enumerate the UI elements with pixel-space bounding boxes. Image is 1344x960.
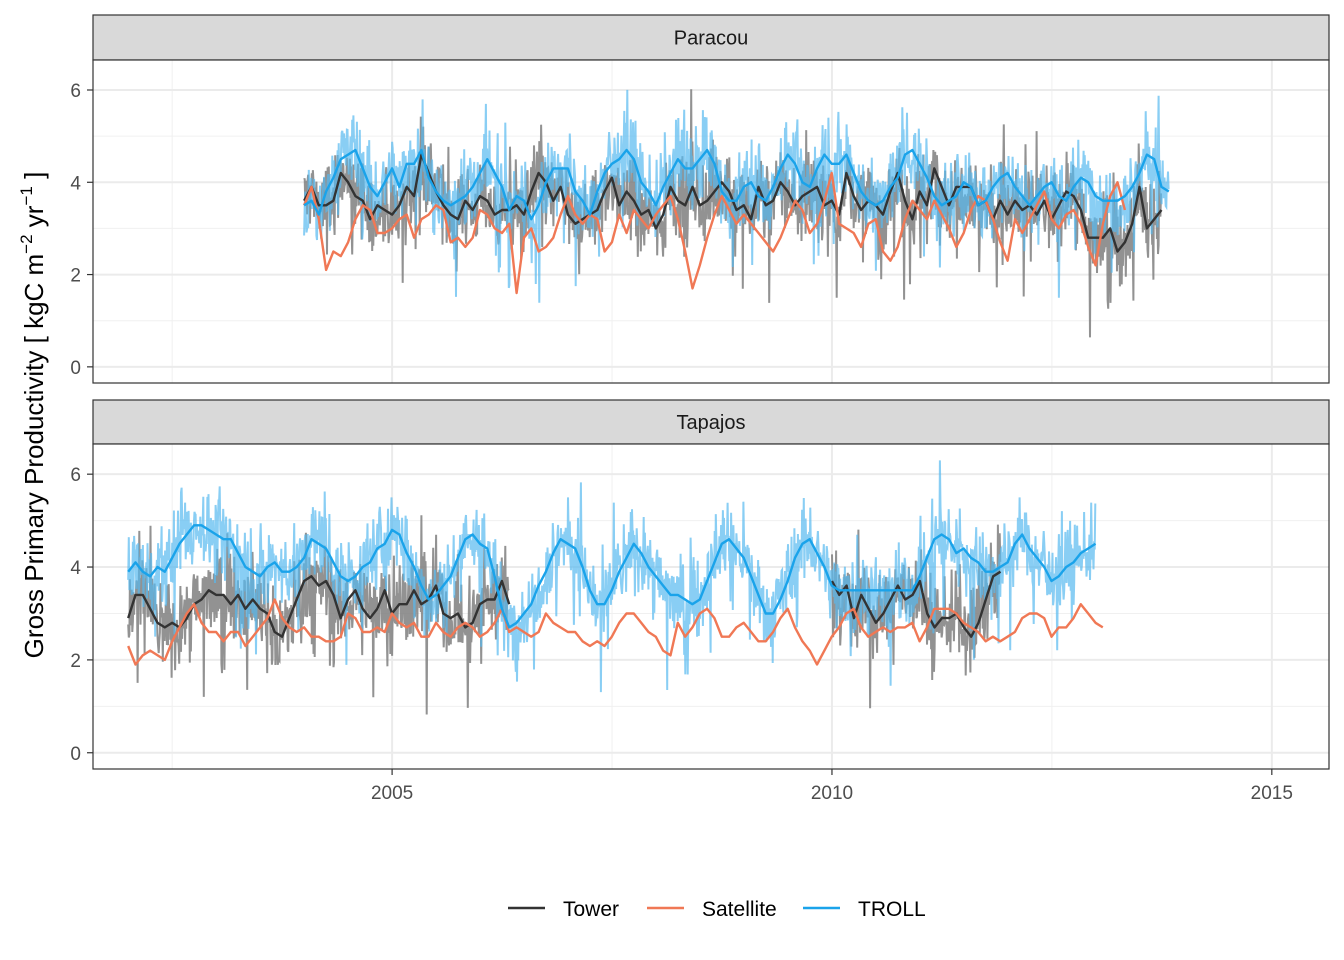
y-tick-label: 6 bbox=[70, 465, 81, 486]
y-axis-title-suffix: ] bbox=[19, 172, 49, 186]
y-tick-label: 4 bbox=[70, 558, 81, 579]
strip-background bbox=[92, 14, 1330, 61]
y-axis-title-sup2: −1 bbox=[17, 186, 36, 205]
legend-label-troll: TROLL bbox=[858, 898, 926, 921]
y-axis-title-sup1: −2 bbox=[17, 234, 36, 253]
x-tick-label: 2010 bbox=[811, 783, 853, 804]
panel-tapajos: Tapajos 0 2 4 6 2005 2010 2015 bbox=[70, 399, 1330, 804]
y-axis-title-prefix: Gross Primary Productivity [ kgC m bbox=[19, 254, 49, 659]
strip-label: Tapajos bbox=[677, 412, 746, 434]
y-tick-label: 2 bbox=[70, 266, 81, 287]
panel-border bbox=[92, 443, 1330, 770]
y-tick-label: 0 bbox=[70, 744, 81, 765]
satellite-monthly-line bbox=[302, 171, 1127, 295]
y-tick-label: 4 bbox=[70, 173, 81, 194]
tower-monthly-line bbox=[830, 570, 1002, 638]
x-tick-label: 2015 bbox=[1251, 783, 1293, 804]
y-tick-label: 6 bbox=[70, 81, 81, 102]
troll-monthly-line bbox=[303, 148, 1170, 221]
y-tick-label: 0 bbox=[70, 358, 81, 379]
plot-background bbox=[93, 60, 1329, 383]
y-axis-title-mid: yr bbox=[19, 205, 49, 234]
legend: Tower Satellite TROLL bbox=[508, 898, 926, 921]
satellite-monthly-line bbox=[127, 598, 1104, 666]
troll-monthly-line bbox=[127, 524, 1097, 629]
x-tick-label: 2005 bbox=[371, 783, 413, 804]
y-tick-label: 2 bbox=[70, 651, 81, 672]
panel-border bbox=[92, 59, 1330, 384]
legend-label-tower: Tower bbox=[563, 898, 619, 921]
panel-paracou: Paracou 0 2 4 6 bbox=[70, 14, 1330, 384]
strip-label: Paracou bbox=[674, 28, 749, 50]
y-axis-title: Gross Primary Productivity [ kgC m−2 yr−… bbox=[17, 172, 49, 659]
strip-background bbox=[92, 399, 1330, 445]
legend-label-satellite: Satellite bbox=[702, 898, 777, 921]
panels-layer: Paracou 0 2 4 6 Tapajos 0 2 4 6 2005 2010 2015 bbox=[70, 14, 1330, 804]
